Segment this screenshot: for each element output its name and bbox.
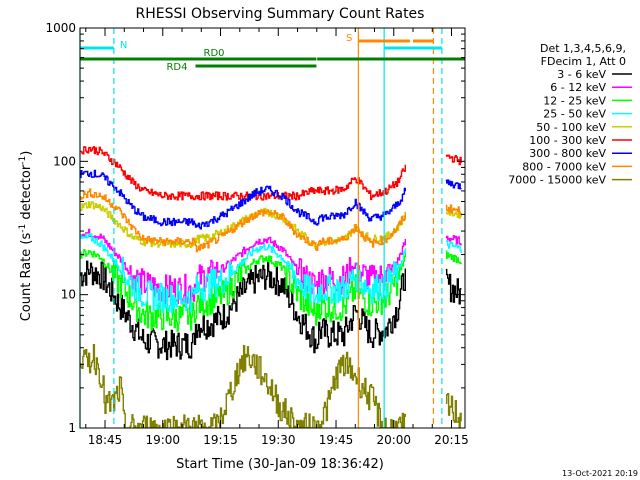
series-line-1-0: [80, 228, 406, 305]
series-line-3-0: [80, 233, 406, 313]
band-label-rd4: RD4: [166, 62, 187, 73]
y-axis-label-mid: detector: [19, 164, 34, 224]
legend-label-7: 800 - 7000 keV: [522, 160, 606, 173]
legend-label-1: 6 - 12 keV: [550, 81, 606, 94]
x-tick-label: 19:00: [145, 433, 180, 447]
series-3: [80, 233, 462, 313]
x-tick-label: 18:45: [88, 433, 123, 447]
y-axis-label-sup1: -1: [18, 224, 28, 233]
series-8: [80, 344, 462, 428]
series-line-0-1: [445, 268, 462, 305]
plot-frame: [79, 27, 466, 429]
legend-label-4: 50 - 100 keV: [536, 121, 606, 134]
legend-label-0: 3 - 6 keV: [557, 68, 606, 81]
series-line-6-1: [445, 179, 462, 190]
x-tick-label: 20:15: [434, 433, 469, 447]
x-tick-label: 19:45: [319, 433, 354, 447]
series-line-2-1: [445, 250, 462, 264]
legend-label-5: 100 - 300 keV: [529, 134, 606, 147]
series-line-7-0: [80, 188, 406, 253]
series-6: [80, 169, 462, 230]
y-tick-label: 1: [68, 421, 76, 435]
legend-label-8: 7000 - 15000 keV: [508, 174, 606, 187]
band-label-n: N: [120, 40, 127, 51]
series-line-5-1: [445, 154, 462, 166]
series-line-7-1: [445, 204, 462, 216]
series-line-0-0: [80, 260, 406, 361]
y-axis-label-end: ): [19, 151, 34, 156]
legend-header-0: Det 1,3,4,5,6,9,: [540, 42, 626, 55]
series-line-6-0: [80, 169, 406, 230]
legend-header-1: FDecim 1, Att 0: [541, 55, 626, 68]
x-tick-label: 19:30: [261, 433, 296, 447]
x-axis-label: Start Time (30-Jan-09 18:36:42): [176, 457, 384, 472]
chart-title: RHESSI Observing Summary Count Rates: [136, 6, 425, 22]
y-axis-label: Count Rate (s-1 detector-1): [18, 151, 34, 322]
timestamp: 13-Oct-2021 20:19: [562, 469, 638, 478]
band-label-rd0: RD0: [204, 48, 225, 59]
series-line-8-1: [445, 393, 462, 428]
series-line-5-0: [80, 146, 406, 201]
x-tick-label: 19:15: [203, 433, 238, 447]
legend-label-2: 12 - 25 keV: [543, 94, 606, 107]
series-line-3-1: [445, 240, 462, 253]
legend-label-3: 25 - 50 keV: [543, 108, 606, 121]
series-line-8-0: [80, 344, 406, 428]
legend-label-6: 300 - 800 keV: [529, 147, 606, 160]
x-tick-label: 20:00: [376, 433, 411, 447]
y-axis-label-main: Count Rate (s: [19, 233, 34, 322]
y-tick-label: 100: [53, 154, 76, 168]
series-0: [80, 260, 462, 361]
band-label-s: S: [346, 33, 352, 44]
y-tick-label: 1000: [45, 21, 76, 35]
series-line-4-0: [80, 201, 406, 251]
y-tick-label: 10: [61, 288, 76, 302]
y-axis-label-sup2: -1: [18, 156, 28, 165]
series-7: [80, 188, 462, 253]
series-1: [80, 228, 462, 305]
series-line-1-1: [445, 235, 462, 246]
